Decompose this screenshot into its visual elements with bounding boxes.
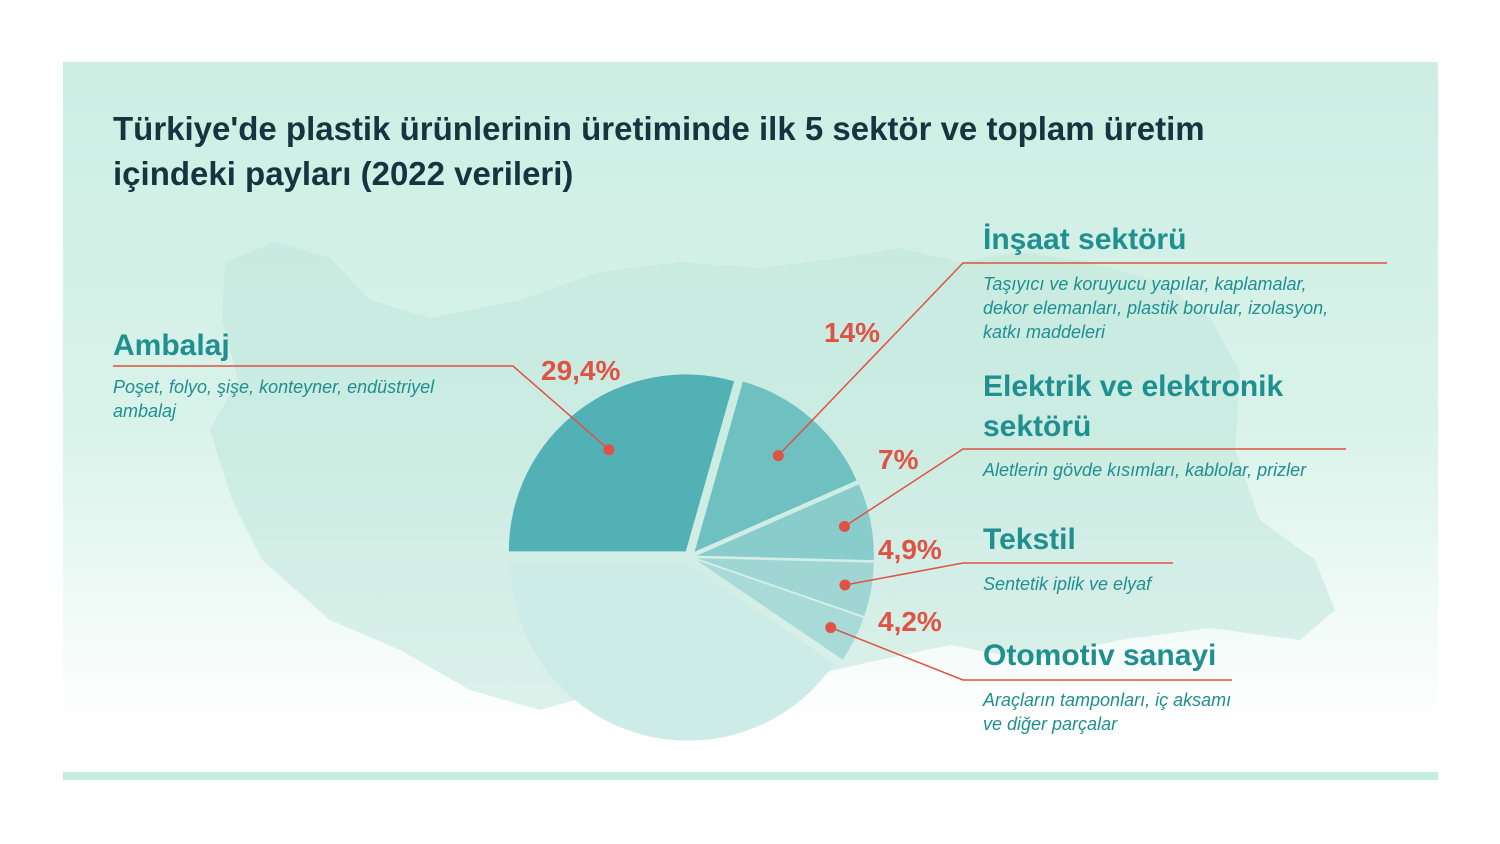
tekstil-description: Sentetik iplik ve elyaf — [983, 574, 1152, 594]
elektrik-percent-label: 7% — [878, 444, 919, 475]
leader-lines — [113, 262, 1387, 681]
pie-slice-ambalaj — [508, 374, 735, 552]
leader-dot-insaat — [772, 450, 784, 462]
pie-slice-insaat — [694, 381, 857, 552]
ambalaj-description-line-2: ambalaj — [113, 401, 177, 421]
elektrik-title-line-1: Elektrik ve elektronik — [983, 370, 1284, 403]
leader-line-ambalaj — [113, 365, 610, 451]
pie-slice-tekstil — [696, 558, 874, 617]
ambalaj-percent-label: 29,4% — [541, 355, 621, 386]
bottom-divider — [63, 772, 1438, 780]
leader-dot-elektrik — [838, 521, 850, 533]
elektrik-description: Aletlerin gövde kısımları, kablolar, pri… — [983, 460, 1307, 480]
leader-line-otomotiv — [830, 626, 1232, 681]
leader-dot-ambalaj — [603, 444, 615, 456]
ambalaj-description-line-1: Poşet, folyo, şişe, konteyner, endüstriy… — [113, 377, 435, 397]
pie-slice-elektrik — [696, 484, 874, 561]
otomotiv-title: Otomotiv sanayi — [983, 639, 1217, 672]
leader-line-elektrik — [844, 448, 1346, 528]
pie-slice-remainder — [510, 563, 835, 741]
insaat-description-line-2: dekor elemanları, plastik borular, izola… — [983, 298, 1329, 318]
elektrik-title-line-2: sektörü — [983, 410, 1092, 443]
leader-line-insaat — [777, 262, 1387, 457]
leader-dot-otomotiv — [825, 622, 837, 634]
leader-dot-tekstil — [839, 579, 851, 591]
chart-title: Türkiye'de plastik ürünlerinin üretimind… — [113, 110, 1205, 192]
otomotiv-description-line-2: ve diğer parçalar — [983, 714, 1118, 734]
tekstil-percent-label: 4,9% — [878, 534, 942, 565]
otomotiv-description-line-1: Araçların tamponları, iç aksamı — [983, 690, 1232, 710]
tekstil-title: Tekstil — [983, 523, 1076, 556]
ambalaj-title: Ambalaj — [113, 329, 230, 362]
insaat-percent-label: 14% — [824, 317, 881, 348]
leader-line-tekstil — [844, 562, 1173, 586]
pie-slices — [508, 374, 874, 741]
pie-slice-otomotiv — [696, 560, 864, 660]
insaat-description-line-3: katkı maddeleri — [983, 322, 1106, 342]
insaat-description-line-1: Taşıyıcı ve koruyucu yapılar, kaplamalar… — [983, 274, 1307, 294]
insaat-title: İnşaat sektörü — [983, 223, 1187, 256]
otomotiv-percent-label: 4,2% — [878, 606, 942, 637]
